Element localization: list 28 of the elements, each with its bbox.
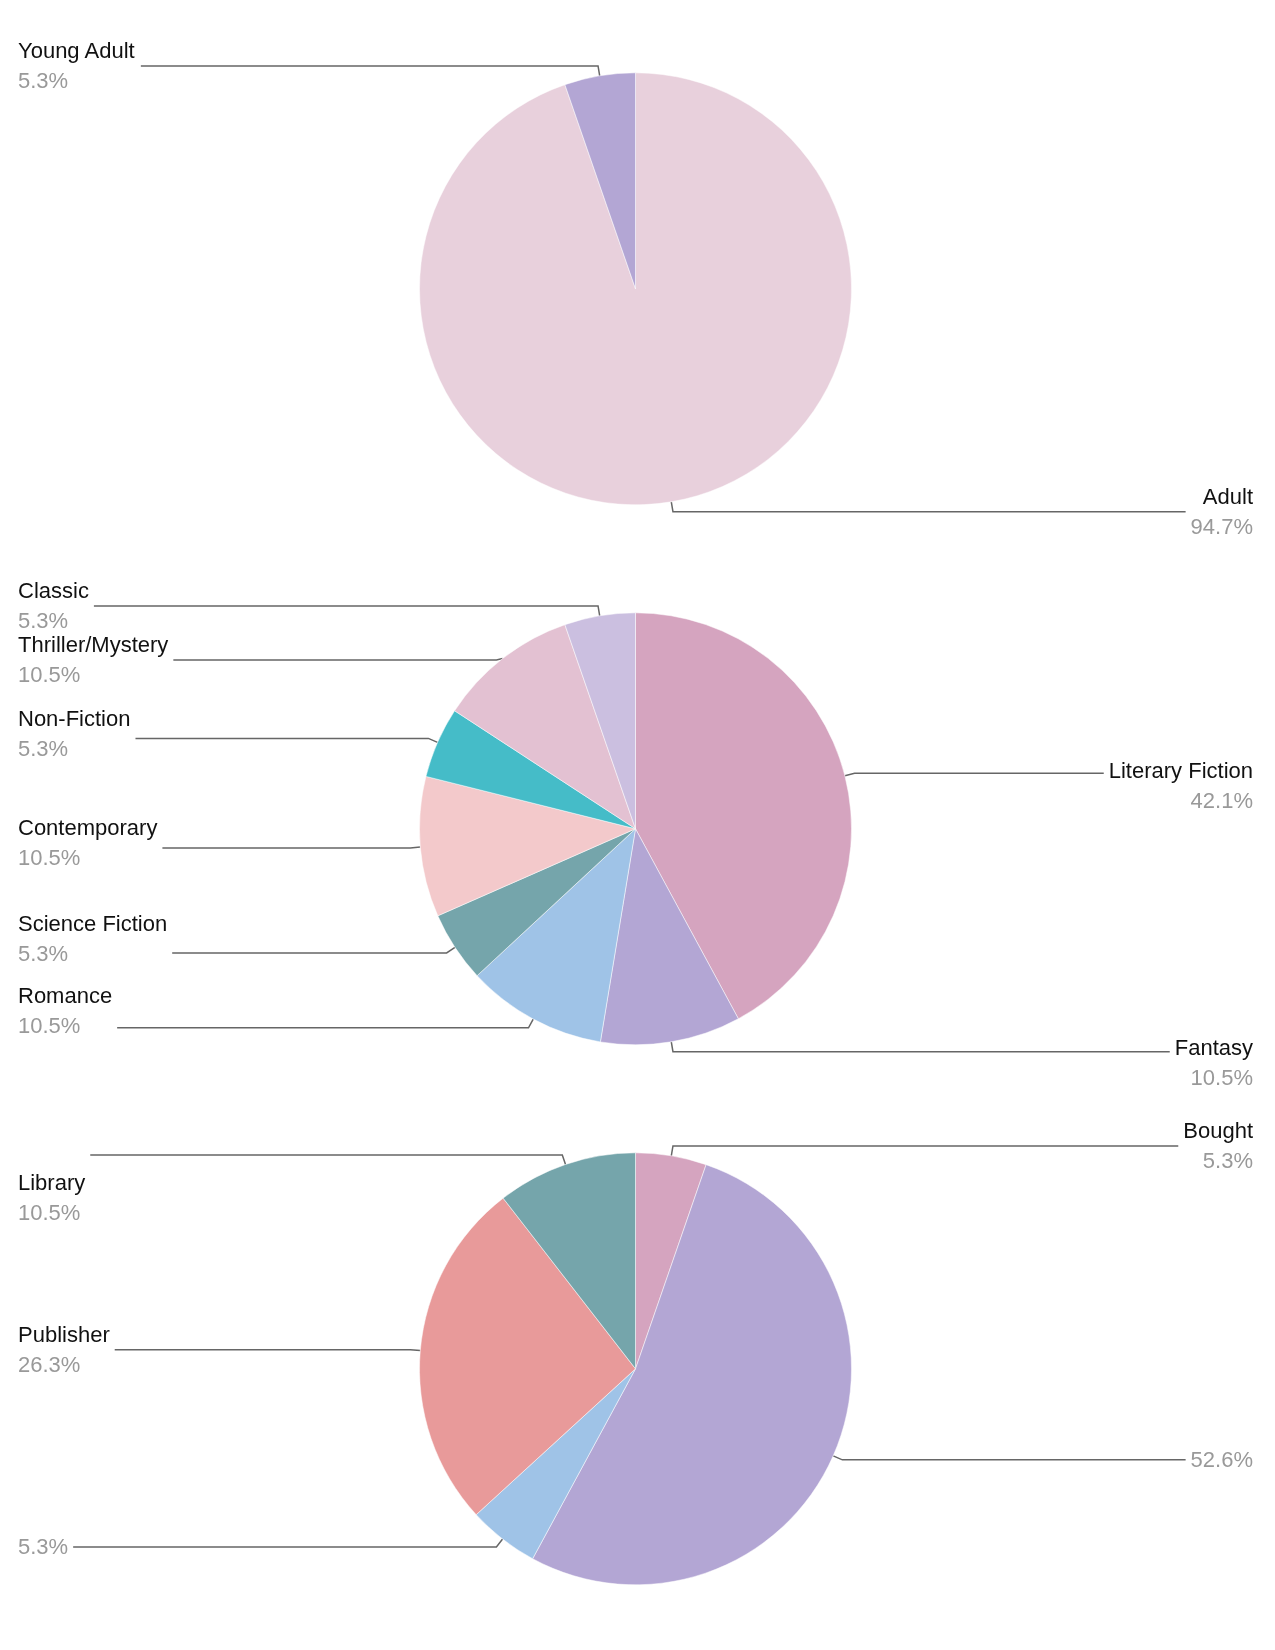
- slice-label: Romance: [18, 982, 113, 1008]
- slice-label: Publisher: [18, 1322, 110, 1348]
- data-label: 10.5%: [18, 1012, 81, 1038]
- slice-label: Science Fiction: [18, 911, 168, 937]
- slice-label: Bought: [1183, 1118, 1253, 1144]
- slice-label: Library: [18, 1170, 86, 1196]
- slice-label: Young Adult: [18, 38, 135, 64]
- data-label: 10.5%: [18, 1200, 81, 1226]
- slice-label: Classic: [18, 578, 89, 604]
- data-label: 5.3%: [18, 608, 69, 634]
- data-label: 5.3%: [18, 736, 69, 762]
- data-label: 42.1%: [1190, 788, 1253, 814]
- slice-label: Fantasy: [1174, 1034, 1253, 1060]
- slice-label: Adult: [1202, 484, 1253, 510]
- data-label: 5.3%: [18, 941, 69, 967]
- slice-label: Contemporary: [18, 814, 158, 840]
- data-label: 5.3%: [18, 68, 69, 94]
- slice-label: Thriller/Mystery: [18, 632, 169, 658]
- data-label: 10.5%: [1190, 1064, 1253, 1090]
- data-label: 10.5%: [18, 844, 81, 870]
- data-label: 26.3%: [18, 1352, 81, 1378]
- slice-label: Literary Fiction: [1108, 758, 1253, 784]
- data-label: 5.3%: [1202, 1148, 1253, 1174]
- data-label: 94.7%: [1190, 514, 1253, 540]
- slice-label: Non-Fiction: [18, 706, 131, 732]
- data-label: 52.6%: [1190, 1447, 1253, 1473]
- data-label: 5.3%: [18, 1534, 69, 1560]
- data-label: 10.5%: [18, 662, 81, 688]
